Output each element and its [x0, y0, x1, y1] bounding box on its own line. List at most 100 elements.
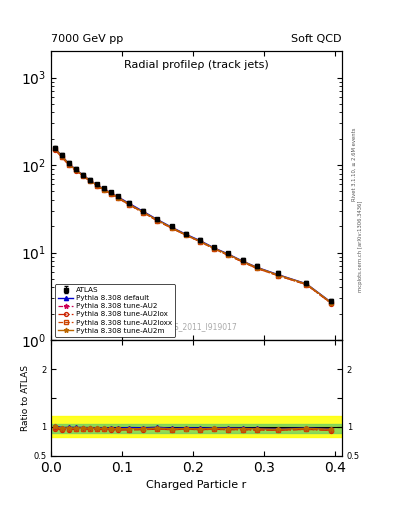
- Pythia 8.308 default: [81, 172, 85, 178]
- Pythia 8.308 default: [254, 264, 259, 270]
- Pythia 8.308 default: [52, 144, 57, 151]
- Line: Pythia 8.308 tune-AU2: Pythia 8.308 tune-AU2: [52, 147, 334, 306]
- Pythia 8.308 tune-AU2loxx: [73, 167, 78, 174]
- Pythia 8.308 tune-AU2loxx: [276, 272, 281, 279]
- Pythia 8.308 default: [169, 224, 174, 230]
- Pythia 8.308 tune-AU2lox: [81, 173, 85, 179]
- Pythia 8.308 tune-AU2lox: [141, 210, 146, 216]
- Pythia 8.308 tune-AU2lox: [198, 239, 202, 245]
- Pythia 8.308 default: [66, 160, 71, 166]
- Pythia 8.308 default: [127, 200, 132, 206]
- Pythia 8.308 tune-AU2loxx: [127, 202, 132, 208]
- Pythia 8.308 tune-AU2loxx: [66, 162, 71, 168]
- Pythia 8.308 tune-AU2m: [226, 251, 231, 258]
- Text: ATLAS_2011_I919017: ATLAS_2011_I919017: [156, 323, 237, 331]
- Pythia 8.308 tune-AU2loxx: [329, 300, 334, 306]
- Legend: ATLAS, Pythia 8.308 default, Pythia 8.308 tune-AU2, Pythia 8.308 tune-AU2lox, Py: ATLAS, Pythia 8.308 default, Pythia 8.30…: [55, 284, 175, 336]
- Pythia 8.308 tune-AU2loxx: [155, 218, 160, 224]
- Text: Radial profileρ (track jets): Radial profileρ (track jets): [124, 60, 269, 70]
- Pythia 8.308 tune-AU2m: [155, 217, 160, 223]
- Pythia 8.308 default: [329, 300, 334, 306]
- Pythia 8.308 tune-AU2m: [59, 153, 64, 159]
- Pythia 8.308 tune-AU2loxx: [116, 195, 121, 201]
- X-axis label: Charged Particle r: Charged Particle r: [146, 480, 247, 490]
- Pythia 8.308 tune-AU2: [240, 259, 245, 265]
- Pythia 8.308 tune-AU2lox: [127, 202, 132, 208]
- Pythia 8.308 default: [226, 251, 231, 257]
- Pythia 8.308 default: [240, 258, 245, 264]
- Pythia 8.308 tune-AU2loxx: [254, 265, 259, 271]
- Pythia 8.308 tune-AU2: [226, 252, 231, 258]
- Pythia 8.308 tune-AU2: [141, 209, 146, 216]
- Pythia 8.308 tune-AU2lox: [102, 187, 107, 194]
- Pythia 8.308 tune-AU2m: [212, 245, 217, 251]
- Pythia 8.308 tune-AU2loxx: [102, 187, 107, 193]
- Pythia 8.308 tune-AU2loxx: [240, 259, 245, 265]
- Pythia 8.308 tune-AU2loxx: [109, 190, 114, 197]
- Pythia 8.308 tune-AU2lox: [240, 259, 245, 265]
- Pythia 8.308 tune-AU2m: [52, 145, 57, 151]
- Pythia 8.308 tune-AU2loxx: [226, 252, 231, 259]
- Pythia 8.308 tune-AU2: [59, 154, 64, 160]
- Pythia 8.308 tune-AU2: [102, 187, 107, 193]
- Pythia 8.308 tune-AU2m: [276, 272, 281, 278]
- Pythia 8.308 default: [109, 190, 114, 196]
- Pythia 8.308 tune-AU2m: [88, 178, 92, 184]
- Pythia 8.308 tune-AU2m: [66, 161, 71, 167]
- Pythia 8.308 tune-AU2m: [304, 281, 309, 287]
- Line: Pythia 8.308 tune-AU2loxx: Pythia 8.308 tune-AU2loxx: [53, 147, 333, 305]
- Pythia 8.308 tune-AU2loxx: [59, 154, 64, 160]
- Text: Rivet 3.1.10, ≥ 2.6M events: Rivet 3.1.10, ≥ 2.6M events: [352, 127, 357, 201]
- Pythia 8.308 tune-AU2: [73, 167, 78, 174]
- Pythia 8.308 tune-AU2m: [184, 231, 188, 238]
- Pythia 8.308 tune-AU2m: [169, 225, 174, 231]
- Pythia 8.308 tune-AU2loxx: [212, 246, 217, 252]
- Pythia 8.308 tune-AU2m: [240, 258, 245, 264]
- Pythia 8.308 tune-AU2lox: [109, 191, 114, 197]
- Text: 7000 GeV pp: 7000 GeV pp: [51, 33, 123, 44]
- Line: Pythia 8.308 tune-AU2lox: Pythia 8.308 tune-AU2lox: [53, 148, 333, 306]
- Pythia 8.308 default: [155, 217, 160, 223]
- Pythia 8.308 default: [116, 194, 121, 200]
- Pythia 8.308 tune-AU2: [155, 218, 160, 224]
- Pythia 8.308 tune-AU2m: [254, 265, 259, 271]
- Pythia 8.308 tune-AU2: [116, 195, 121, 201]
- Pythia 8.308 tune-AU2: [95, 183, 99, 189]
- Pythia 8.308 tune-AU2m: [109, 190, 114, 197]
- Pythia 8.308 default: [212, 245, 217, 251]
- Pythia 8.308 tune-AU2lox: [59, 154, 64, 160]
- Pythia 8.308 tune-AU2lox: [66, 162, 71, 168]
- Pythia 8.308 tune-AU2m: [81, 172, 85, 178]
- Pythia 8.308 tune-AU2m: [198, 238, 202, 244]
- Pythia 8.308 default: [73, 166, 78, 173]
- Text: Soft QCD: Soft QCD: [292, 33, 342, 44]
- Text: mcplots.cern.ch [arXiv:1306.3436]: mcplots.cern.ch [arXiv:1306.3436]: [358, 200, 363, 291]
- Pythia 8.308 tune-AU2lox: [73, 168, 78, 174]
- Pythia 8.308 default: [59, 153, 64, 159]
- Pythia 8.308 tune-AU2m: [141, 209, 146, 215]
- Pythia 8.308 tune-AU2: [212, 246, 217, 252]
- Pythia 8.308 tune-AU2: [184, 232, 188, 238]
- Pythia 8.308 tune-AU2: [198, 239, 202, 245]
- Bar: [51, 416, 342, 437]
- Pythia 8.308 tune-AU2: [254, 265, 259, 271]
- Pythia 8.308 default: [102, 186, 107, 193]
- Pythia 8.308 default: [141, 208, 146, 215]
- Pythia 8.308 tune-AU2: [329, 300, 334, 306]
- Pythia 8.308 tune-AU2lox: [254, 265, 259, 271]
- Pythia 8.308 tune-AU2lox: [276, 272, 281, 279]
- Pythia 8.308 tune-AU2loxx: [304, 282, 309, 288]
- Pythia 8.308 tune-AU2loxx: [95, 183, 99, 189]
- Pythia 8.308 default: [304, 281, 309, 287]
- Pythia 8.308 tune-AU2: [52, 146, 57, 152]
- Pythia 8.308 tune-AU2m: [127, 201, 132, 207]
- Pythia 8.308 tune-AU2loxx: [52, 146, 57, 153]
- Pythia 8.308 default: [276, 271, 281, 278]
- Pythia 8.308 tune-AU2lox: [212, 246, 217, 252]
- Bar: [51, 424, 342, 433]
- Pythia 8.308 tune-AU2lox: [169, 225, 174, 231]
- Pythia 8.308 tune-AU2m: [95, 182, 99, 188]
- Pythia 8.308 tune-AU2lox: [155, 218, 160, 224]
- Pythia 8.308 tune-AU2: [81, 173, 85, 179]
- Pythia 8.308 tune-AU2loxx: [88, 178, 92, 184]
